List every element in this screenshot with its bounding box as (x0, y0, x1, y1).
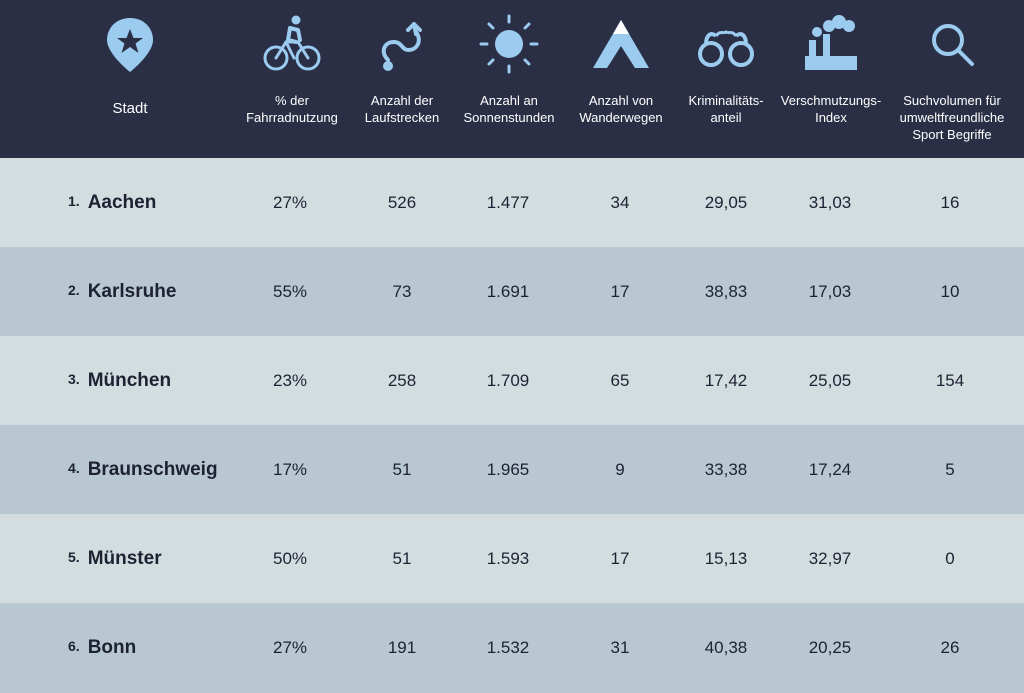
header-label: Stadt (112, 100, 148, 117)
header-label: % der Fahrradnutzung (246, 93, 338, 125)
crime-cell: 17,42 (704, 370, 748, 390)
sun-cell: 1.532 (486, 637, 530, 657)
header-hikes: Anzahl von Wanderwegen (566, 0, 676, 158)
bike-cell: 23% (272, 370, 308, 390)
search-icon (920, 12, 984, 76)
hikes-cell: 65 (610, 370, 630, 390)
pollution-cell: 25,05 (808, 370, 852, 390)
table-row: 4. Braunschweig 17% 51 1.965 9 33,38 17,… (0, 425, 1024, 514)
city-cell: 6. Bonn (68, 603, 238, 692)
table-row: 5. Münster 50% 51 1.593 17 15,13 32,97 0 (0, 514, 1024, 603)
crime-cell: 15,13 (704, 548, 748, 568)
pollution-cell: 31,03 (808, 192, 852, 212)
header-sun: Anzahl an Sonnenstunden (452, 0, 566, 158)
hikes-cell: 17 (610, 281, 630, 301)
sun-cell: 1.593 (486, 548, 530, 568)
factory-icon (799, 12, 863, 76)
sun-cell: 1.691 (486, 281, 530, 301)
table-row: 1. Aachen 27% 526 1.477 34 29,05 31,03 1… (0, 158, 1024, 247)
table-row: 2. Karlsruhe 55% 73 1.691 17 38,83 17,03… (0, 247, 1024, 336)
city-name: Münster (87, 547, 162, 569)
table-row: 6. Bonn 27% 191 1.532 31 40,38 20,25 26 (0, 603, 1024, 693)
city-cell: 1. Aachen (68, 158, 238, 247)
bike-cell: 27% (272, 192, 308, 212)
city-cell: 3. München (68, 336, 238, 425)
search-cell: 5 (945, 459, 955, 479)
header-label: Kriminalitäts- anteil (688, 93, 764, 125)
crime-cell: 29,05 (704, 192, 748, 212)
handcuffs-icon (694, 12, 758, 76)
rank: 2. (68, 281, 80, 298)
winding-path-icon (370, 12, 434, 76)
runs-cell: 51 (392, 459, 412, 479)
city-name: Braunschweig (87, 458, 218, 480)
pollution-cell: 20,25 (808, 637, 852, 657)
city-name: Aachen (87, 191, 157, 213)
runs-cell: 526 (387, 192, 417, 212)
cyclist-icon (260, 12, 324, 76)
pollution-cell: 17,24 (808, 459, 852, 479)
rank: 3. (68, 370, 80, 387)
city-name: Bonn (87, 636, 137, 658)
runs-cell: 73 (392, 281, 412, 301)
header-pollution: Verschmutzungs- Index (776, 0, 886, 158)
sun-cell: 1.477 (486, 192, 530, 212)
map-pin-star-icon (98, 12, 162, 76)
hikes-cell: 9 (615, 459, 625, 479)
hikes-cell: 17 (610, 548, 630, 568)
hikes-cell: 34 (610, 192, 630, 212)
city-cell: 5. Münster (68, 514, 238, 603)
bike-cell: 27% (272, 637, 308, 657)
header-label: Verschmutzungs- Index (780, 93, 882, 125)
rank: 1. (68, 192, 80, 209)
rank: 6. (68, 637, 80, 654)
header-stadt: Stadt (60, 0, 200, 158)
rank: 4. (68, 459, 80, 476)
mountain-icon (589, 12, 653, 76)
sun-icon (477, 12, 541, 76)
city-cell: 2. Karlsruhe (68, 247, 238, 336)
crime-cell: 38,83 (704, 281, 748, 301)
hikes-cell: 31 (610, 637, 630, 657)
search-cell: 26 (940, 637, 960, 657)
header-label: Suchvolumen für umweltfreundliche Sport … (899, 93, 1005, 142)
crime-cell: 33,38 (704, 459, 748, 479)
header-bike: % der Fahrradnutzung (232, 0, 352, 158)
header-search: Suchvolumen für umweltfreundliche Sport … (886, 0, 1018, 158)
crime-cell: 40,38 (704, 637, 748, 657)
search-cell: 16 (940, 192, 960, 212)
bike-cell: 50% (272, 548, 308, 568)
sun-cell: 1.709 (486, 370, 530, 390)
pollution-cell: 32,97 (808, 548, 852, 568)
runs-cell: 51 (392, 548, 412, 568)
search-cell: 154 (935, 370, 965, 390)
search-cell: 0 (945, 548, 955, 568)
table-header: Stadt % der Fahrradnutzung (0, 0, 1024, 158)
city-name: München (87, 369, 172, 391)
sun-cell: 1.965 (486, 459, 530, 479)
table-row: 3. München 23% 258 1.709 65 17,42 25,05 … (0, 336, 1024, 425)
bike-cell: 17% (272, 459, 308, 479)
runs-cell: 258 (387, 370, 417, 390)
search-cell: 10 (940, 281, 960, 301)
runs-cell: 191 (387, 637, 417, 657)
rank: 5. (68, 548, 80, 565)
bike-cell: 55% (272, 281, 308, 301)
pollution-cell: 17,03 (808, 281, 852, 301)
city-name: Karlsruhe (87, 280, 177, 302)
header-crime: Kriminalitäts- anteil (676, 0, 776, 158)
header-label: Anzahl der Laufstrecken (364, 93, 440, 125)
header-runs: Anzahl der Laufstrecken (352, 0, 452, 158)
header-label: Anzahl an Sonnenstunden (463, 93, 555, 125)
header-label: Anzahl von Wanderwegen (579, 93, 663, 125)
city-cell: 4. Braunschweig (68, 425, 238, 514)
